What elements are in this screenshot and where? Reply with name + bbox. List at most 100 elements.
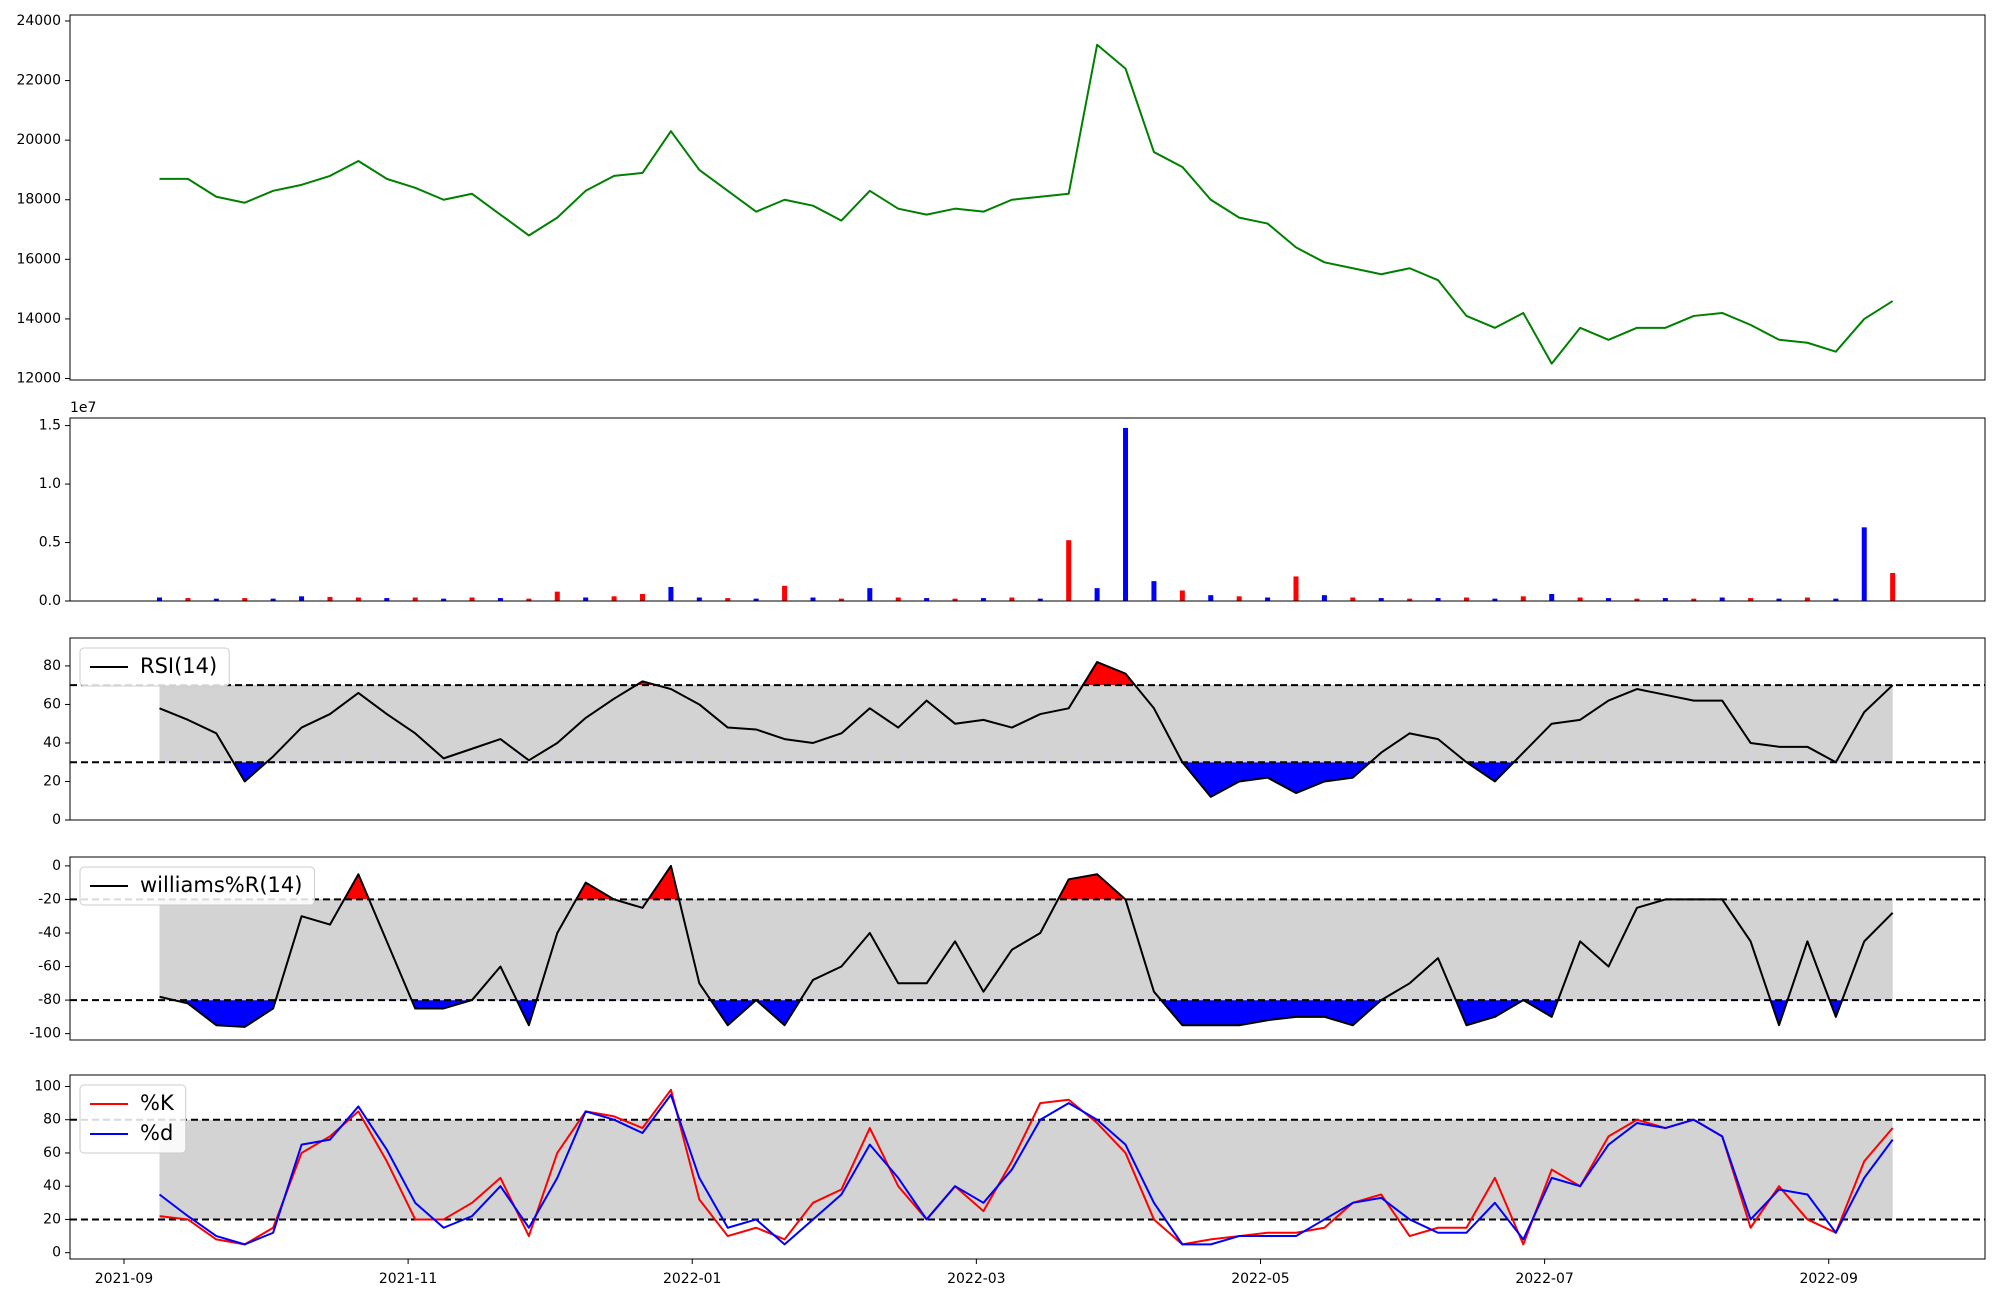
- bar: [1634, 598, 1640, 601]
- plot-area: [70, 864, 1985, 1028]
- bar: [270, 598, 276, 601]
- bar: [412, 597, 418, 601]
- bar: [242, 598, 248, 601]
- x-tick-label: 2022-05: [1231, 1271, 1290, 1287]
- axes-frame: [69, 14, 1986, 381]
- bar: [213, 598, 219, 601]
- bar: [782, 585, 788, 601]
- plot-area: [70, 661, 1985, 798]
- y-tick-label: -20: [38, 891, 61, 907]
- bar: [497, 598, 503, 601]
- bar: [924, 598, 930, 601]
- bar: [1606, 598, 1612, 601]
- bar: [1151, 581, 1157, 601]
- y-tick-label: 22000: [16, 73, 61, 89]
- bar: [1037, 598, 1043, 601]
- legend-box: [79, 647, 230, 687]
- bar: [1066, 540, 1072, 601]
- plot-area: [159, 43, 1894, 365]
- bar: [1691, 598, 1697, 601]
- bar: [1236, 596, 1242, 601]
- y-tick-label: 60: [43, 1145, 61, 1161]
- y-tick-label: 18000: [16, 192, 61, 208]
- series-line: [158, 1093, 1894, 1246]
- band: [159, 1119, 1893, 1220]
- bar: [1492, 598, 1498, 601]
- bar: [327, 596, 333, 601]
- series-line: [159, 661, 1894, 798]
- bar: [469, 597, 475, 601]
- bar: [1265, 597, 1271, 601]
- bar: [1321, 595, 1327, 601]
- bar: [952, 598, 958, 601]
- axes-frame: [69, 417, 1986, 602]
- x-tick-label: 2022-01: [663, 1271, 722, 1287]
- x-tick-label: 2021-09: [95, 1271, 154, 1287]
- oversold-fill: [233, 762, 1514, 797]
- legend-label: %d: [140, 1121, 173, 1145]
- series-line: [159, 864, 1894, 1028]
- y-tick-label: 0: [52, 812, 61, 828]
- series-line: [159, 43, 1894, 365]
- bar: [1293, 576, 1299, 601]
- bar: [1890, 572, 1896, 601]
- y-tick-label: 40: [43, 1178, 61, 1194]
- bar: [583, 597, 589, 601]
- bar: [753, 598, 759, 601]
- y-tick-label: 100: [34, 1078, 61, 1094]
- panel: 12000 14000 16000 18000 20000 22000 24000: [16, 13, 1986, 387]
- y-tick-label: 40: [43, 735, 61, 751]
- bar: [1463, 597, 1469, 601]
- y-tick-label: 1.5: [39, 418, 61, 434]
- x-tick-label: 2022-07: [1515, 1271, 1574, 1287]
- bar: [355, 597, 361, 601]
- legend-label: RSI(14): [140, 654, 217, 678]
- plot-area: [156, 427, 1896, 601]
- panel: 0 -20 -40 -60 -80 -100 williams%R(14): [29, 856, 1986, 1042]
- bar: [441, 598, 447, 601]
- bar: [1748, 598, 1754, 601]
- series-line: [159, 1088, 1894, 1246]
- axes-frame: [69, 1074, 1986, 1260]
- y-tick-label: 80: [43, 1112, 61, 1128]
- y-tick-label: 60: [43, 696, 61, 712]
- y-tick-label: 20000: [16, 132, 61, 148]
- bar: [1009, 597, 1015, 601]
- legend-label: %K: [140, 1091, 175, 1115]
- overbought-fill: [159, 865, 1893, 900]
- bar: [156, 597, 162, 601]
- y-tick-label: 0.0: [39, 593, 61, 609]
- axes-frame: [69, 637, 1986, 821]
- bar: [980, 598, 986, 601]
- bar: [725, 598, 731, 601]
- bar: [1776, 598, 1782, 601]
- bar: [1804, 597, 1810, 601]
- x-tick-label: 2022-03: [947, 1271, 1006, 1287]
- bar: [696, 597, 702, 601]
- axes-frame: [69, 856, 1986, 1041]
- bar: [554, 591, 560, 601]
- bar: [1520, 596, 1526, 601]
- plot-area: [70, 1088, 1985, 1246]
- band: [159, 685, 1893, 763]
- bar: [1549, 593, 1555, 601]
- bar: [1833, 598, 1839, 601]
- bar: [1123, 427, 1129, 601]
- y-tick-label: 0: [52, 858, 61, 874]
- bar: [1208, 595, 1214, 601]
- legend-box: [79, 1084, 187, 1154]
- bar: [1577, 597, 1583, 601]
- x-tick-label: 2021-11: [379, 1271, 438, 1287]
- y-tick-label: 20: [43, 1211, 61, 1227]
- bar: [895, 597, 901, 601]
- bar: [1719, 597, 1725, 601]
- bar: [384, 598, 390, 601]
- y-tick-label: 24000: [16, 13, 61, 29]
- bar: [526, 598, 532, 601]
- y-tick-label: -100: [29, 1026, 61, 1042]
- bar: [867, 588, 873, 601]
- y-tick-label: 80: [43, 658, 61, 674]
- y-tick-label: 0.5: [39, 535, 61, 551]
- bar: [838, 598, 844, 601]
- axis-offset-text: 1e7: [70, 400, 96, 416]
